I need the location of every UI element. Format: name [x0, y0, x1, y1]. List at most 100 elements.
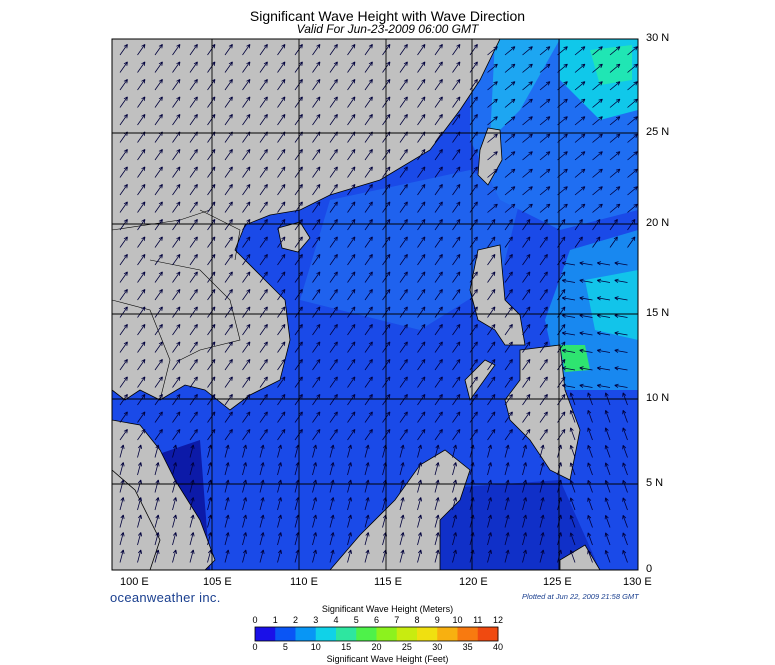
wave-arrow — [364, 306, 373, 318]
wave-arrow — [347, 394, 356, 406]
wave-arrow — [119, 429, 128, 441]
wave-arrow — [434, 219, 443, 231]
wave-arrow — [417, 219, 426, 231]
wave-arrow — [172, 479, 178, 493]
wave-arrow — [539, 46, 551, 56]
colorbar-meter-tick: 12 — [492, 615, 503, 625]
wave-arrow — [312, 514, 318, 528]
wave-arrow — [259, 184, 268, 196]
wave-arrow — [364, 394, 373, 406]
wave-arrow — [347, 429, 356, 441]
wave-arrow — [154, 376, 163, 388]
wave-arrow — [569, 514, 576, 528]
colorbar-meter-tick: 5 — [353, 615, 359, 625]
wave-arrow — [119, 324, 128, 336]
wave-arrow — [504, 63, 516, 73]
wave-arrow — [312, 96, 321, 108]
wave-arrow — [172, 306, 181, 318]
wave-arrow — [522, 236, 531, 248]
wave-arrow — [469, 341, 478, 353]
wave-arrow — [399, 166, 408, 178]
wave-arrow — [277, 149, 286, 161]
wave-arrow — [277, 306, 286, 318]
wave-arrow — [154, 341, 163, 353]
wave-arrow — [434, 44, 443, 56]
wave-arrow — [154, 497, 160, 511]
wave-arrow — [119, 236, 128, 248]
wave-arrow — [137, 341, 146, 353]
wave-arrow — [487, 497, 493, 511]
wave-arrow — [119, 96, 128, 108]
wave-arrow — [592, 63, 603, 73]
wave-arrow — [434, 341, 443, 353]
lon-label-130e: 130 E — [623, 576, 652, 588]
wave-arrow — [137, 497, 143, 511]
wave-arrow — [312, 359, 321, 371]
wave-arrow — [189, 359, 198, 371]
wave-arrow — [522, 271, 531, 283]
wave-arrow — [587, 427, 593, 441]
wave-arrow — [399, 149, 408, 161]
wave-arrow — [569, 427, 576, 441]
wave-arrow — [574, 98, 586, 108]
wave-arrow — [504, 168, 516, 178]
wave-arrow — [604, 514, 611, 528]
wave-arrow — [154, 289, 163, 301]
wave-arrow — [504, 289, 513, 301]
wave-arrow — [487, 394, 496, 406]
wave-arrow — [627, 203, 638, 213]
wave-arrow — [154, 166, 163, 178]
wave-arrow — [452, 394, 461, 406]
wave-arrow — [347, 376, 356, 388]
wave-arrow — [469, 254, 478, 266]
wave-arrow — [312, 376, 321, 388]
wave-arrow — [172, 359, 181, 371]
wave-arrow — [137, 44, 146, 56]
wave-arrow — [487, 46, 498, 56]
wave-arrow — [119, 549, 125, 563]
wave-arrow — [522, 549, 528, 563]
wave-arrow — [347, 114, 356, 126]
wave-arrow — [452, 411, 461, 423]
wave-arrow — [469, 394, 478, 406]
wave-arrow — [522, 116, 533, 126]
wave-arrow — [242, 479, 248, 493]
wave-arrow — [364, 514, 370, 528]
wave-arrow — [347, 497, 353, 511]
wave-arrow — [242, 201, 251, 213]
wave-arrow — [364, 166, 373, 178]
wave-arrow — [259, 96, 268, 108]
wave-arrow — [329, 341, 338, 353]
wave-arrow — [154, 201, 163, 213]
wave-arrow — [189, 149, 198, 161]
wave-arrow — [434, 289, 443, 301]
wave-arrow — [604, 497, 611, 511]
wave-arrow — [259, 289, 268, 301]
wave-arrow — [224, 166, 233, 178]
wave-arrow — [504, 411, 513, 423]
wave-arrow — [207, 462, 213, 476]
wave-arrow — [561, 331, 576, 336]
wave-arrow — [172, 289, 181, 301]
wave-arrow — [242, 306, 251, 318]
wave-arrow — [504, 532, 510, 546]
wave-arrow — [504, 271, 513, 283]
wave-arrow — [312, 532, 318, 546]
wave-arrow — [417, 44, 426, 56]
wave-arrow — [329, 462, 335, 476]
wave-arrow — [604, 532, 611, 546]
wave-arrow — [504, 236, 513, 248]
wave-arrow — [259, 219, 268, 231]
wave-arrow — [452, 444, 458, 458]
wave-arrow — [277, 184, 286, 196]
wave-arrow — [259, 497, 265, 511]
wave-arrow — [347, 462, 353, 476]
wave-arrow — [242, 429, 251, 441]
wave-arrow — [154, 462, 160, 476]
wave-arrow — [604, 549, 611, 563]
wave-arrow — [539, 394, 548, 406]
wave-arrow — [399, 61, 408, 73]
wave-arrow — [137, 444, 143, 458]
wave-arrow — [574, 236, 583, 248]
wave-arrow — [469, 96, 478, 108]
